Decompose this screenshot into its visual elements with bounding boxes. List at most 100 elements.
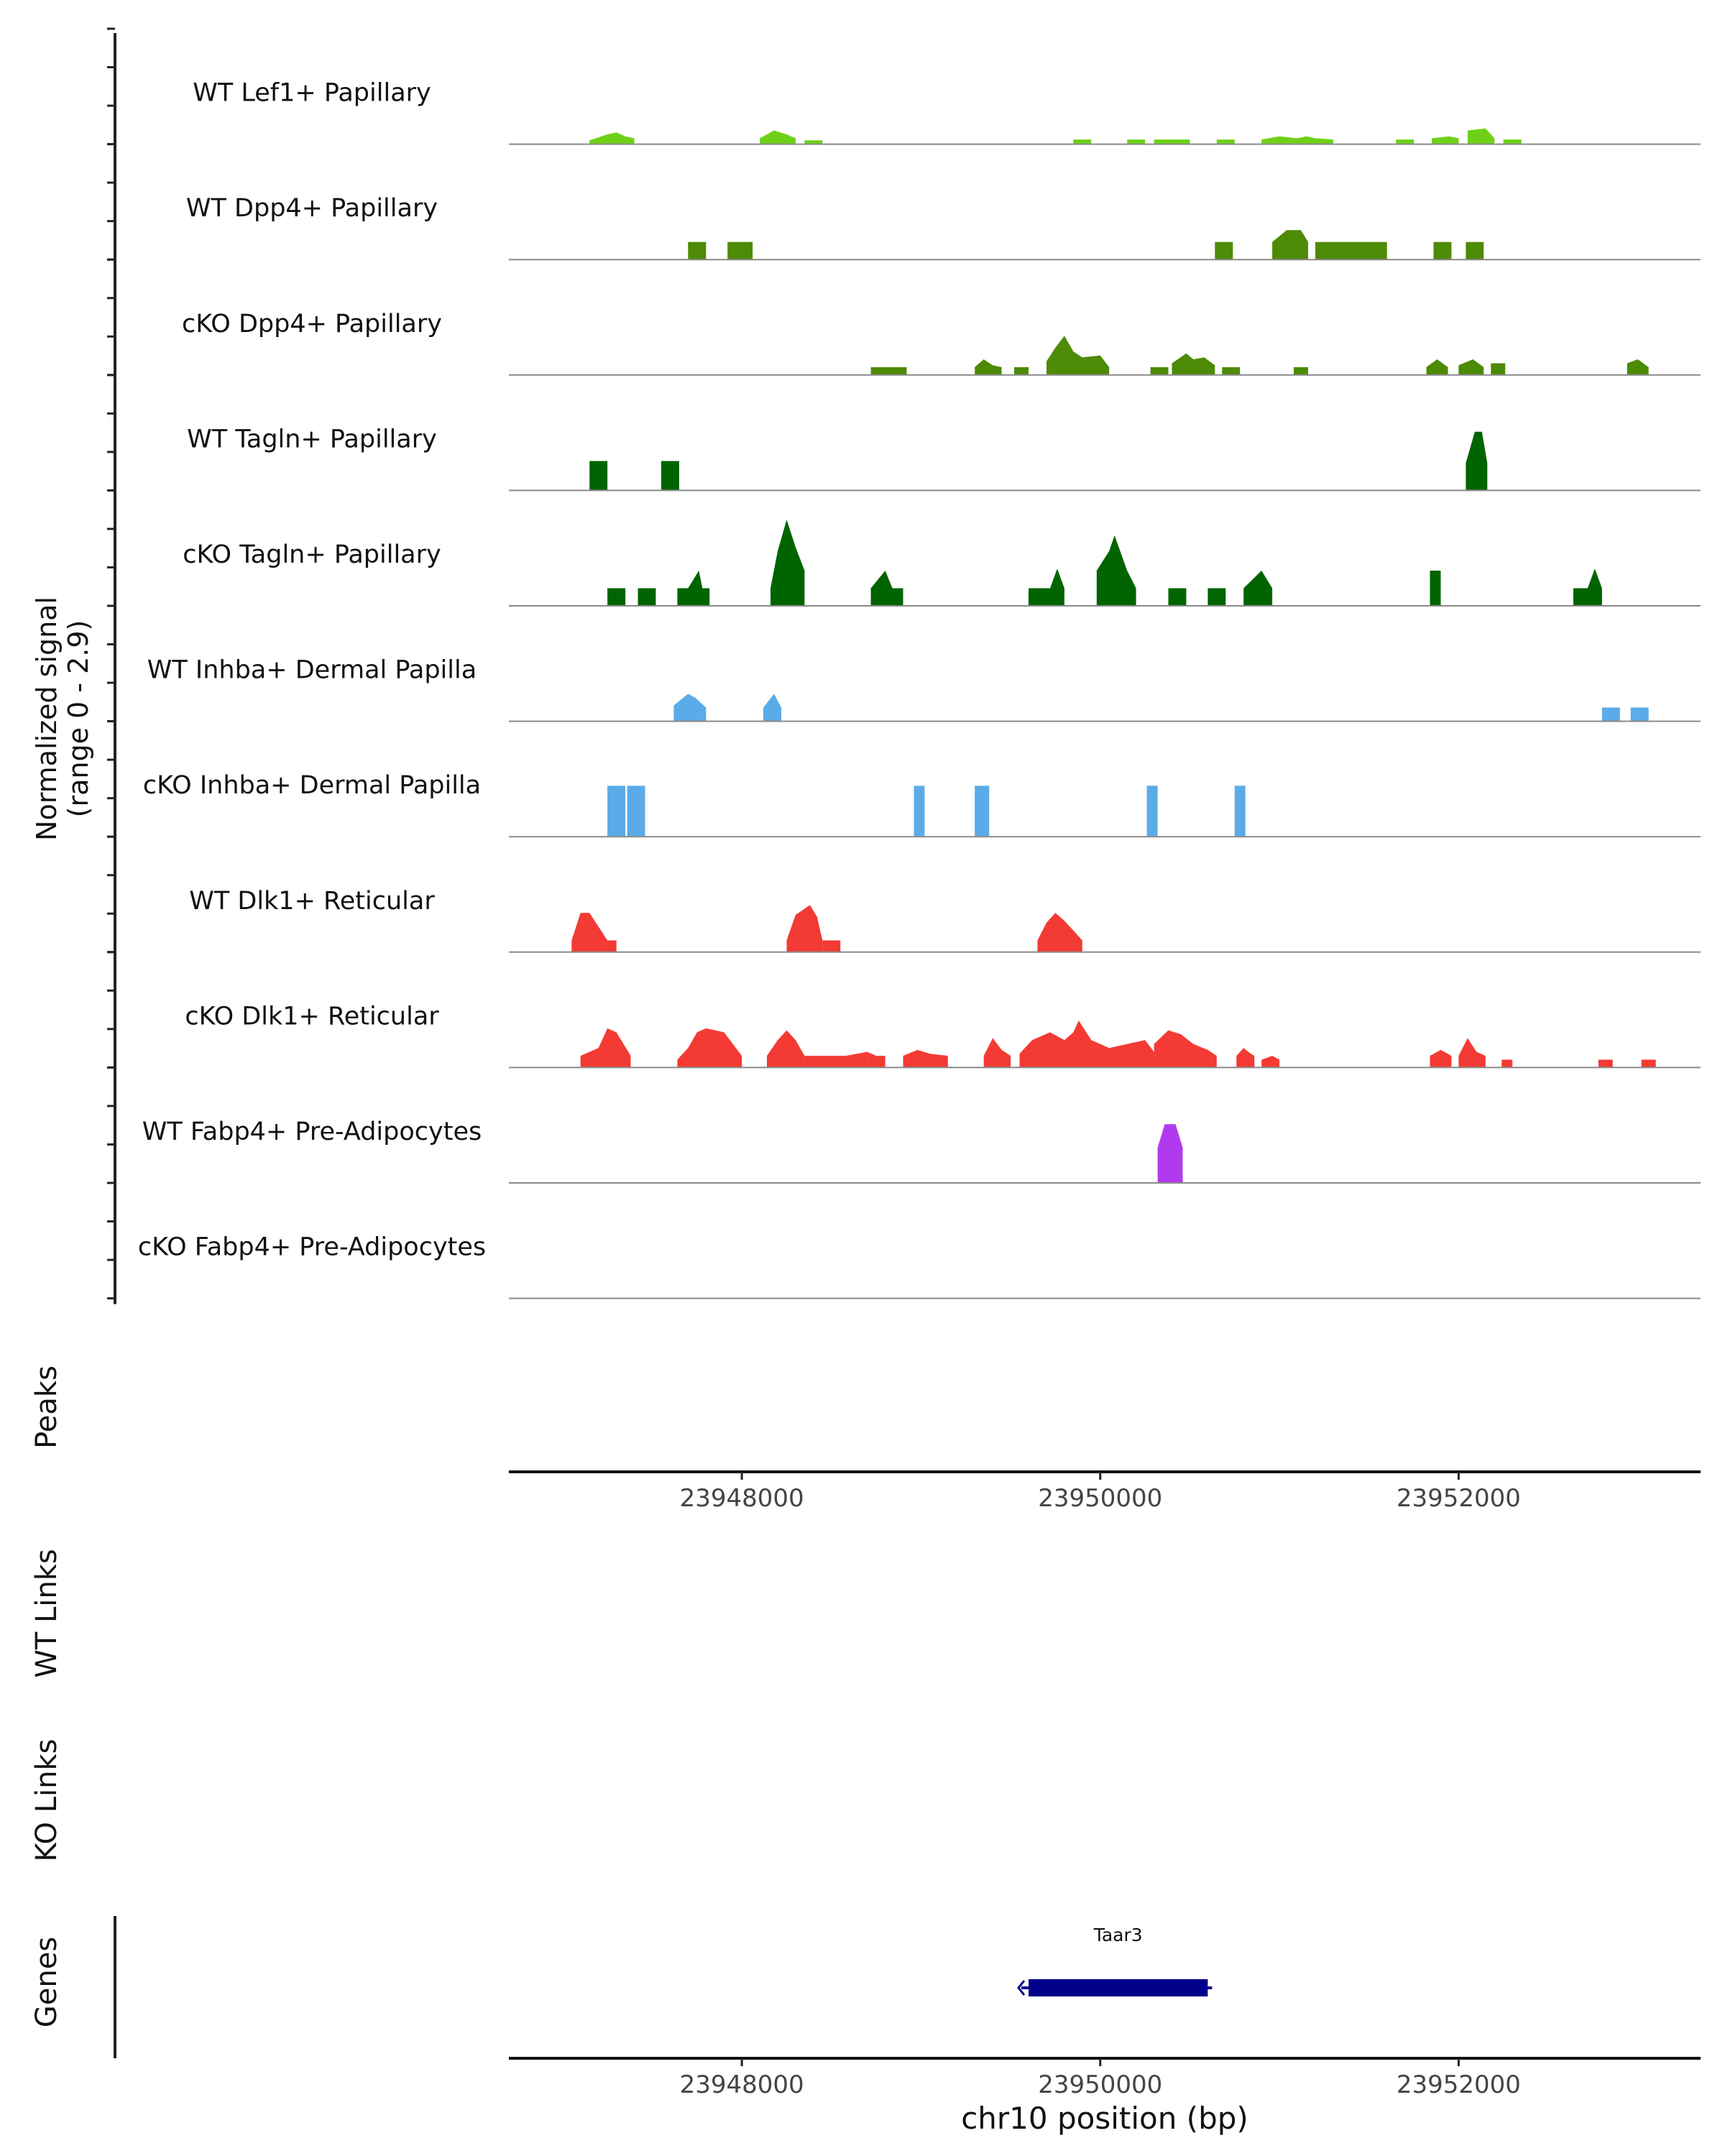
coverage-area	[1096, 535, 1136, 606]
coverage-area	[870, 571, 903, 606]
coverage-area	[1315, 241, 1387, 260]
coverage-area	[903, 1049, 948, 1068]
x-tick-label: 23950000	[1038, 2070, 1162, 2099]
coverage-area	[677, 1028, 742, 1068]
coverage-area	[1430, 1049, 1452, 1068]
coverage-area	[1154, 139, 1190, 144]
coverage-area	[1127, 139, 1146, 144]
coverage-area	[1503, 139, 1522, 144]
coverage-area	[1243, 571, 1273, 606]
genes-panel-label: Genes	[30, 1937, 63, 2027]
coverage-area	[760, 130, 796, 144]
coverage-area	[975, 786, 990, 837]
coverage-area	[786, 905, 823, 952]
y-axis-title-line2: (range 0 - 2.9)	[63, 620, 94, 818]
coverage-area	[1627, 359, 1649, 375]
coverage-area	[1433, 241, 1452, 260]
coverage-area	[804, 140, 823, 144]
coverage-area	[1630, 707, 1649, 722]
coverage-area	[1426, 359, 1448, 375]
coverage-area	[804, 1051, 868, 1068]
coverage-area	[1501, 1059, 1513, 1068]
coverage-area	[1601, 707, 1620, 722]
track: WT Lef1+ Papillary	[193, 79, 1701, 145]
coverage-area	[1432, 136, 1459, 144]
track: WT Inhba+ Dermal Papilla	[147, 656, 1701, 722]
coverage-area	[1467, 128, 1495, 144]
signal-tracks: WT Lef1+ Papillary WT Dpp4+ Papillary cKO …	[138, 79, 1701, 1299]
coverage-area	[1154, 1030, 1217, 1068]
coverage-area	[983, 1038, 1011, 1068]
track: cKO Dpp4+ Papillary	[182, 310, 1701, 376]
coverage-area	[770, 520, 805, 606]
coverage-area	[1430, 571, 1441, 606]
track: WT Tagln+ Papillary	[187, 425, 1701, 492]
genes-x-axis: 23948000 23950000 23952000	[509, 2057, 1701, 2099]
coverage-area	[1458, 359, 1484, 375]
track: cKO Inhba+ Dermal Papilla	[143, 771, 1701, 838]
x-tick-label: 23950000	[1038, 1484, 1162, 1513]
track-label: WT Inhba+ Dermal Papilla	[147, 656, 477, 685]
coverage-area	[688, 241, 707, 260]
coverage-area	[677, 571, 710, 606]
gene-track: Taar3	[1017, 1925, 1213, 1996]
x-tick-label: 23952000	[1397, 1484, 1521, 1513]
wt-links-panel-label: WT Links	[30, 1549, 63, 1677]
coverage-area	[1029, 568, 1064, 606]
track: cKO Fabp4+ Pre-Adipocytes	[138, 1233, 1701, 1299]
coverage-area	[1172, 353, 1215, 375]
track-label: WT Lef1+ Papillary	[193, 79, 431, 108]
coverage-area	[1037, 913, 1082, 952]
coverage-area	[1466, 241, 1484, 260]
coverage-area	[607, 588, 626, 606]
coverage-area	[1294, 367, 1308, 375]
coverage-area	[1216, 139, 1235, 144]
coverage-area	[627, 786, 645, 837]
coverage-area	[1046, 336, 1110, 375]
coverage-area	[1234, 786, 1246, 837]
track: WT Fabp4+ Pre-Adipocytes	[142, 1118, 1701, 1184]
coverage-area	[607, 786, 626, 837]
coverage-area	[767, 1030, 805, 1068]
coverage-area	[1396, 139, 1414, 144]
track-label: cKO Dpp4+ Papillary	[182, 310, 442, 338]
coverage-area	[727, 241, 753, 260]
coverage-area	[867, 1051, 886, 1068]
y-axis-title-line1: Normalized signal	[31, 596, 63, 841]
track-label: cKO Tagln+ Papillary	[183, 540, 441, 569]
signal-y-axis	[107, 27, 116, 1304]
coverage-area	[914, 786, 925, 837]
coverage-area	[1491, 363, 1506, 375]
coverage-area	[822, 940, 841, 952]
coverage-area	[580, 1028, 631, 1068]
coverage-area	[1146, 786, 1158, 837]
peaks-panel-label: Peaks	[30, 1365, 63, 1449]
coverage-area	[1208, 588, 1226, 606]
track-label: cKO Inhba+ Dermal Papilla	[143, 771, 481, 800]
x-tick-label: 23948000	[680, 1484, 804, 1513]
track-label: WT Tagln+ Papillary	[187, 425, 437, 453]
x-axis-title: chr10 position (bp)	[961, 2101, 1248, 2136]
coverage-area	[1073, 139, 1092, 144]
coverage-area	[1168, 588, 1187, 606]
track: WT Dpp4+ Papillary	[186, 194, 1701, 261]
coverage-area	[661, 461, 679, 491]
coverage-area	[975, 359, 1002, 375]
coverage-area	[1272, 230, 1308, 260]
track-label: cKO Dlk1+ Reticular	[185, 1002, 439, 1031]
track-label: WT Dpp4+ Papillary	[186, 194, 438, 223]
coverage-area	[1458, 1038, 1486, 1068]
x-tick-label: 23952000	[1397, 2070, 1521, 2099]
track: cKO Dlk1+ Reticular	[185, 1002, 1701, 1069]
track: WT Dlk1+ Reticular	[189, 887, 1701, 953]
track: cKO Tagln+ Papillary	[183, 520, 1701, 607]
track-label: WT Fabp4+ Pre-Adipocytes	[142, 1118, 482, 1146]
x-tick-label: 23948000	[680, 2070, 804, 2099]
coverage-area	[571, 913, 617, 952]
coverage-area	[1641, 1059, 1656, 1068]
track-label: WT Dlk1+ Reticular	[189, 887, 435, 916]
coverage-area	[589, 132, 635, 144]
coverage-area	[1466, 431, 1488, 491]
coverage-area	[1019, 1021, 1154, 1068]
